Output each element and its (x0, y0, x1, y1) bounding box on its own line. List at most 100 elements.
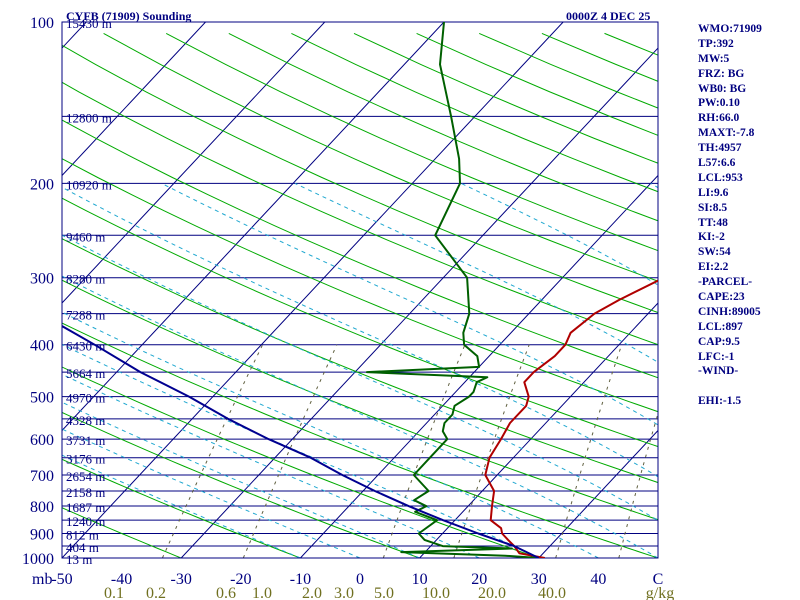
dry-adiabat (62, 458, 302, 558)
height-label: 4970 m (66, 391, 105, 406)
moist-adiabat (62, 275, 658, 558)
mixing-ratio-line (242, 344, 338, 558)
isotherm-line (538, 429, 658, 558)
height-label: 9460 m (66, 229, 105, 244)
isotherm-line (419, 302, 658, 558)
height-labels: 15430 m 12800 m 10920 m 9460 m 8280 m 7288 m 6… (66, 16, 112, 567)
moist-adiabat (62, 234, 658, 522)
index-entry: CAP:9.5 (698, 335, 740, 348)
sounding-traces (62, 22, 658, 558)
pressure-tick-label: 1000 (22, 551, 54, 568)
height-label: 1240 m (66, 514, 105, 529)
temperature-tick-label: -40 (111, 571, 132, 588)
temperature-tick-label: -20 (230, 571, 251, 588)
mixing-ratio-tick-label: 5.0 (374, 585, 394, 600)
dry-adiabat (62, 119, 658, 379)
pressure-tick-label: 900 (30, 526, 54, 543)
pressure-axis-labels: 100 200 300 400 500 600 700 800 900 1000 (22, 15, 54, 568)
mixing-ratio-tick-label: 40.0 (538, 585, 566, 600)
index-entry: WMO:71909 (698, 23, 762, 35)
pressure-tick-label: 100 (30, 15, 54, 32)
diagram-grid (62, 22, 658, 558)
isotherm-line (62, 22, 445, 432)
valid-time: 0000Z 4 DEC 25 (566, 9, 650, 23)
mixing-ratio-tick-label: 1.0 (252, 585, 272, 600)
temperature-tick-label: -10 (290, 571, 311, 588)
mixing-ratio-tick-label: 0.6 (216, 585, 236, 600)
index-entry: FRZ: BG (698, 67, 745, 80)
dry-adiabat (62, 366, 541, 558)
index-entry (698, 379, 798, 394)
mixing-ratio-tick-label: 0.1 (104, 585, 124, 600)
index-entry: WB0: BG (698, 82, 747, 95)
pressure-unit-label: mb (32, 571, 52, 588)
index-entry: RH:66.0 (698, 112, 740, 125)
index-entry: L57:6.6 (698, 157, 736, 170)
dewpoint-trace (365, 22, 539, 558)
height-label: 5664 m (66, 366, 105, 381)
pressure-tick-label: 600 (30, 432, 54, 449)
height-label: 3731 m (66, 433, 105, 448)
index-entry: LFC:-1 (698, 350, 735, 363)
index-entry: TH:4957 (698, 142, 742, 155)
height-label: 10920 m (66, 177, 112, 192)
index-entry: TT:48 (698, 216, 728, 229)
mixing-ratio-line (161, 344, 264, 558)
temperature-axis-labels: -50 -40 -30 -20 -10 0 10 20 30 40 C (51, 571, 663, 588)
temperature-tick-label: 10 (412, 571, 428, 588)
mixing-ratio-tick-label: g/kg (646, 585, 674, 600)
plot-frame (61, 21, 659, 559)
index-entry: TP:392 (698, 37, 734, 50)
dry-adiabat (62, 197, 658, 448)
dry-adiabat (62, 44, 658, 314)
index-entry: MAXT:-7.8 (698, 127, 755, 140)
isotherm-line (62, 22, 206, 177)
height-label: 4328 m (66, 413, 105, 428)
height-label: 7288 m (66, 308, 105, 323)
temperature-tick-label: 0 (356, 571, 364, 588)
pressure-tick-label: 200 (30, 176, 54, 193)
dry-adiabat (62, 81, 658, 346)
height-label: 2654 m (66, 469, 105, 484)
sounding-indices-panel: WMO:71909 TP:392 MW:5 FRZ: BG WB0: BG PW:0.10… (698, 22, 798, 409)
index-entry: PW:0.10 (698, 97, 740, 110)
mixing-ratio-line (453, 344, 530, 558)
pressure-tick-label: 300 (30, 271, 54, 288)
dry-adiabat (62, 322, 658, 558)
mixing-ratio-tick-label: 10.0 (422, 585, 450, 600)
dry-adiabat (103, 32, 658, 282)
index-entry: MW:5 (698, 52, 730, 65)
temperature-tick-label: 20 (471, 571, 487, 588)
index-entry: LCL:953 (698, 171, 743, 184)
index-entry: CINH:89005 (698, 305, 761, 318)
moist-adiabat (62, 311, 599, 558)
index-entry: LCL:897 (698, 320, 743, 333)
index-entry: KI:-2 (698, 231, 725, 244)
height-label: 8280 m (66, 272, 105, 287)
height-label: 812 m (66, 527, 99, 542)
moist-adiabat (62, 186, 658, 478)
pressure-tick-label: 500 (30, 390, 54, 407)
dry-adiabat (62, 507, 183, 558)
temperature-tick-label: -50 (51, 571, 72, 588)
temperature-trace (484, 279, 658, 558)
height-label: 12800 m (66, 110, 112, 125)
dry-adiabat (62, 411, 421, 558)
dry-adiabat (62, 238, 658, 484)
height-label: 2158 m (66, 485, 105, 500)
isotherm-line (62, 22, 564, 558)
moist-adiabat (62, 373, 480, 558)
index-entry: EHI:-1.5 (698, 395, 742, 408)
mixing-ratio-line (555, 344, 623, 558)
pressure-tick-label: 700 (30, 468, 54, 485)
temperature-tick-label: 30 (531, 571, 547, 588)
dry-adiabat (165, 32, 658, 252)
isotherm-line (62, 22, 326, 304)
pressure-tick-label: 400 (30, 338, 54, 355)
temperature-tick-label: C (653, 571, 664, 588)
mixing-ratio-tick-label: 20.0 (478, 585, 506, 600)
moist-adiabat (161, 182, 658, 426)
height-label: 3176 m (66, 452, 105, 467)
index-entry: -PARCEL- (698, 276, 753, 289)
